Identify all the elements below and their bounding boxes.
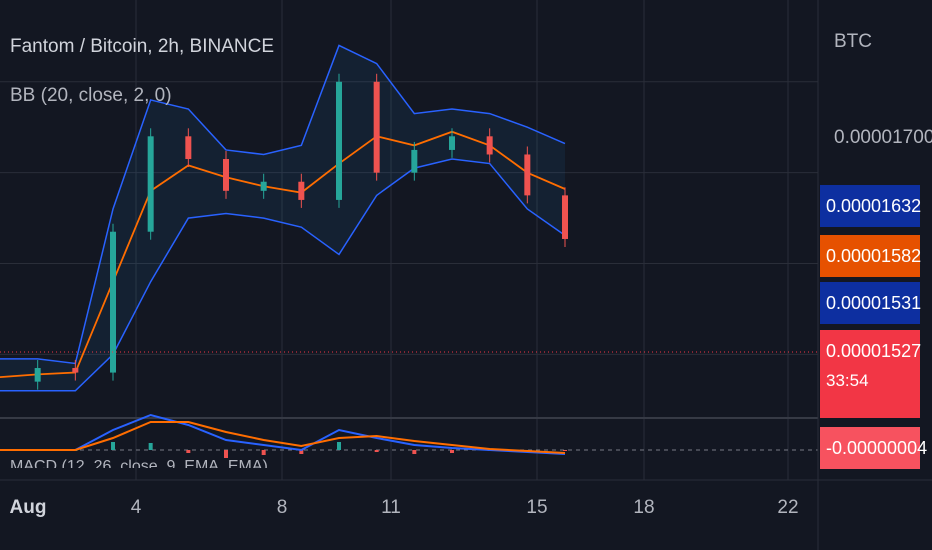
macd-histogram-bar — [412, 450, 417, 454]
candle-body — [562, 195, 568, 239]
bb-basis-line — [0, 130, 566, 379]
bb-indicator-legend[interactable]: BB (20, close, 2, 0) — [10, 85, 172, 106]
macd-histogram-bar — [148, 443, 153, 450]
macd-histogram-bar — [563, 450, 567, 451]
candle-body — [411, 149, 418, 173]
candle-body — [449, 136, 455, 150]
time-axis-label: 4 — [130, 497, 142, 518]
bb-lower-price-tag: 0.00001531 — [820, 282, 921, 324]
price-tick-label: 0.00001700 — [834, 127, 932, 148]
macd-histogram-bar — [299, 450, 304, 454]
bollinger-bands — [0, 44, 566, 392]
symbol-legend[interactable]: Fantom / Bitcoin, 2h, BINANCE — [10, 36, 274, 57]
candle-body — [147, 136, 154, 232]
bb-basis-price-tag: 0.00001582 — [820, 235, 921, 277]
last-price-value: 0.00001527 — [826, 341, 922, 361]
macd-histogram-bar — [337, 442, 341, 450]
macd-histogram-bar — [450, 450, 454, 453]
time-axis-label: 11 — [381, 497, 401, 518]
candle-body — [223, 159, 229, 191]
candle-body — [72, 368, 79, 373]
macd-value-tag: -0.00000004 — [820, 427, 927, 469]
time-axis-label: 15 — [526, 497, 548, 518]
candle-body — [373, 81, 380, 173]
time-axis-label: 8 — [276, 497, 288, 518]
candles — [0, 73, 818, 390]
macd-line — [0, 413, 566, 455]
last-price-tag: 0.00001527 33:54 — [820, 330, 922, 418]
candle-body — [336, 81, 342, 200]
bar-countdown: 33:54 — [826, 371, 869, 390]
macd-histogram-bar — [111, 442, 115, 450]
macd-histogram-bar — [374, 450, 379, 452]
time-axis-label: 18 — [633, 497, 655, 518]
macd-pane — [0, 413, 818, 458]
macd-histogram-bar — [261, 450, 266, 455]
bb-lower-line — [0, 158, 566, 392]
macd-indicator-legend[interactable]: MACD (12, 26, close, 9, EMA, EMA) — [10, 458, 268, 468]
bb-upper-price-tag: 0.00001632 — [820, 185, 921, 227]
signal-line — [0, 421, 566, 454]
candle-body — [110, 231, 116, 373]
time-axis-label: Aug — [9, 497, 47, 518]
macd-histogram-bar — [186, 450, 191, 453]
candle-body — [486, 136, 493, 155]
bb-upper-line — [0, 44, 566, 365]
candle-body — [260, 181, 267, 191]
currency-label: BTC — [834, 31, 872, 52]
band-fill — [0, 45, 565, 391]
time-axis-label: 22 — [777, 497, 799, 518]
candle-body — [524, 154, 531, 196]
candle-body — [298, 181, 305, 200]
grid-lines — [0, 0, 818, 480]
candle-body — [34, 368, 41, 382]
macd-histogram-bar — [224, 450, 228, 458]
candle-body — [185, 136, 192, 160]
